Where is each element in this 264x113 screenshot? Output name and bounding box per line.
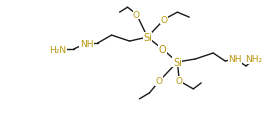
Text: Si: Si — [173, 58, 182, 67]
Text: NH: NH — [80, 39, 93, 48]
Text: NH: NH — [228, 55, 242, 64]
Text: O: O — [159, 45, 166, 55]
Text: O: O — [161, 15, 168, 24]
Text: Si: Si — [143, 33, 152, 43]
Text: H₂N: H₂N — [49, 45, 66, 54]
Text: O: O — [156, 77, 163, 86]
Text: O: O — [133, 11, 140, 19]
Text: NH₂: NH₂ — [246, 55, 263, 64]
Text: O: O — [176, 77, 183, 86]
